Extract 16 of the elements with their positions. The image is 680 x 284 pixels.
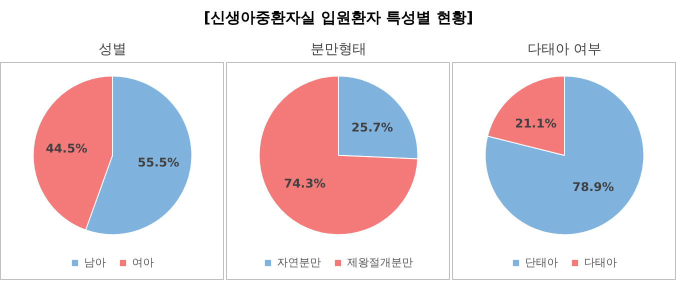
data-label: 25.7% xyxy=(351,120,394,134)
data-label: 55.5% xyxy=(138,155,180,170)
chart-title: 분만형태 xyxy=(310,42,366,58)
data-label: 74.3% xyxy=(284,176,326,190)
data-label: 78.9% xyxy=(572,180,614,194)
legend-label: 단태아 xyxy=(525,255,558,270)
legend-label: 여아 xyxy=(132,255,154,270)
data-label: 44.5% xyxy=(46,141,88,156)
legend-label: 다태아 xyxy=(584,255,617,270)
text: [신생아중환자실 입원환자 특성별 현황] xyxy=(204,8,474,26)
chart-title: 성별 xyxy=(98,42,126,58)
legend-label: 제왕절개분만 xyxy=(347,255,413,270)
legend-label: 자연분만 xyxy=(277,255,321,270)
legend-label: 남아 xyxy=(84,255,106,270)
chart-title: 다태아 여부 xyxy=(527,42,602,58)
data-label: 21.1% xyxy=(514,116,557,131)
